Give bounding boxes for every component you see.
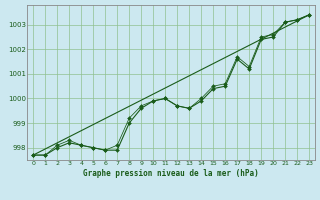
X-axis label: Graphe pression niveau de la mer (hPa): Graphe pression niveau de la mer (hPa) <box>83 169 259 178</box>
